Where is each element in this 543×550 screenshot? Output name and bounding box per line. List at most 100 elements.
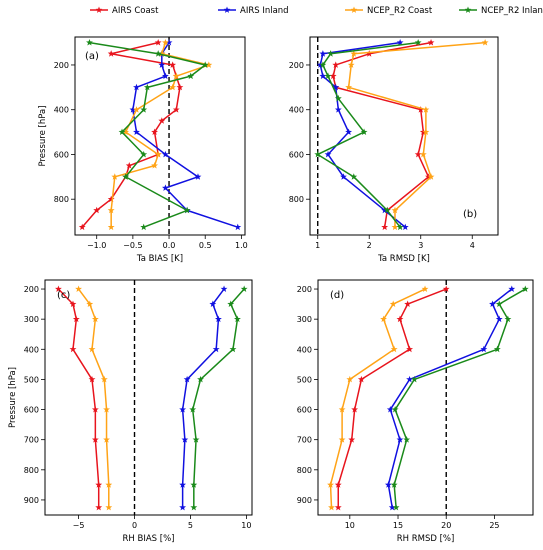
data-point [229, 345, 237, 353]
data-point [154, 38, 162, 46]
x-axis-label: RH BIAS [%] [123, 534, 175, 544]
legend-label: NCEP_R2 Coast [367, 6, 433, 16]
data-point [421, 285, 429, 292]
data-point [357, 375, 365, 383]
data-point [319, 72, 327, 80]
data-point [328, 503, 335, 511]
panel-label: (d) [330, 290, 344, 301]
data-point [381, 223, 389, 231]
data-point [107, 50, 115, 57]
data-point [201, 61, 209, 68]
data-point [481, 38, 489, 46]
legend-label: AIRS Inland [240, 6, 289, 16]
data-point [86, 38, 93, 46]
data-point [234, 315, 241, 323]
data-point [133, 128, 140, 135]
plot-frame [74, 36, 246, 236]
data-point [162, 184, 169, 191]
data-point [495, 300, 503, 308]
y-tick-label: 600 [24, 406, 39, 415]
plot-frame [309, 36, 499, 236]
legend-entry: AIRS Inland [218, 6, 289, 16]
series-line [319, 41, 406, 228]
data-point [162, 150, 169, 158]
y-tick-label: 200 [54, 61, 69, 70]
data-point [334, 94, 342, 102]
data-point [442, 285, 450, 292]
series-line [57, 288, 100, 508]
y-tick-label: 400 [24, 345, 39, 354]
panel-3: −5 0 5 10 200 300 400 500 600 700 800 900 RH BIAS [%… [8, 279, 253, 544]
plot-frame [44, 279, 253, 516]
data-point [350, 173, 358, 180]
figure-legend: AIRS Coast AIRS Inland NCEP_R2 Coast NCEP_R… [90, 6, 543, 16]
data-point [381, 206, 389, 214]
x-tick-label: −1.0 [87, 241, 106, 250]
data-point [401, 223, 409, 231]
y-tick-label: 600 [54, 150, 69, 159]
series-group [327, 285, 529, 511]
data-point [422, 106, 430, 113]
data-point [103, 405, 110, 413]
data-point [334, 503, 342, 511]
data-point [154, 50, 162, 57]
data-point [391, 223, 399, 231]
data-point [154, 150, 162, 158]
data-point [327, 481, 334, 488]
data-point [234, 223, 242, 231]
y-tick-label: 200 [297, 285, 312, 294]
x-tick-label: 20 [441, 521, 451, 530]
data-point [105, 503, 113, 511]
series-line [337, 288, 447, 508]
data-point [133, 83, 140, 91]
data-point [151, 162, 158, 169]
data-point [390, 481, 398, 488]
y-tick-label: 800 [297, 466, 312, 475]
y-tick-label: 700 [297, 436, 312, 445]
data-point [107, 195, 115, 203]
y-tick-label: 600 [297, 406, 312, 415]
data-point [183, 206, 191, 214]
data-point [183, 375, 191, 383]
y-tick-label: 200 [24, 285, 39, 294]
legend-label: NCEP_R2 Inland [481, 6, 543, 16]
data-point [332, 83, 340, 91]
data-point [338, 436, 346, 443]
data-point [332, 61, 340, 68]
x-tick-label: 0.0 [163, 241, 176, 250]
series-group [314, 38, 489, 231]
data-point [340, 173, 347, 180]
panel-label: (a) [85, 51, 99, 62]
data-point [427, 173, 435, 180]
data-point [391, 206, 399, 214]
data-point [93, 206, 101, 214]
data-point [179, 481, 187, 488]
data-point [69, 300, 77, 308]
data-point [396, 436, 404, 443]
legend-marker [95, 6, 103, 13]
data-point [172, 106, 180, 113]
data-point [88, 375, 96, 383]
data-point [55, 285, 62, 292]
data-point [190, 503, 198, 511]
data-point [69, 345, 77, 353]
data-point [345, 128, 353, 135]
data-point [158, 50, 166, 57]
data-point [406, 375, 414, 383]
x-axis-label: Ta BIAS [K] [136, 254, 183, 264]
data-point [140, 150, 148, 158]
data-point [88, 345, 96, 353]
data-point [347, 61, 355, 68]
data-point [179, 405, 187, 413]
series-group [55, 285, 248, 511]
y-axis-label: Pressure [hPa] [38, 106, 48, 167]
data-point [410, 375, 418, 383]
y-axis-label: Pressure [hPa] [8, 367, 18, 428]
data-point [406, 345, 414, 353]
y-tick-label: 600 [289, 150, 304, 159]
data-point [190, 481, 198, 488]
data-point [162, 72, 169, 80]
data-point [319, 61, 327, 68]
y-tick-label: 300 [297, 315, 312, 324]
